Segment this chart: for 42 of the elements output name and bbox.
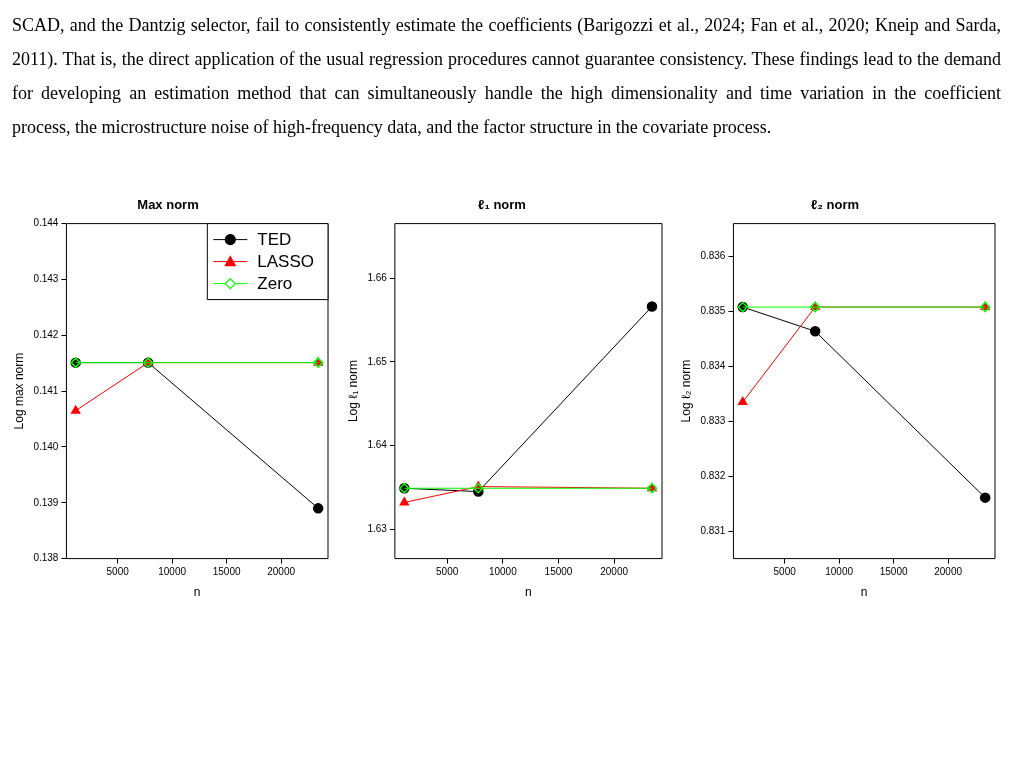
y-tick-label: 0.835 [700,305,726,317]
y-tick-label: 1.64 [366,439,387,451]
x-tick-label: 5000 [106,566,130,578]
x-tick-label: 20000 [934,566,963,578]
chart-title: Max norm [137,197,199,213]
y-axis-title: Log ℓ₁ norm [345,360,360,423]
x-axis-title: n [524,585,532,600]
chart-title: ℓ₂ norm [810,197,860,213]
y-tick-label: 0.141 [33,384,59,396]
x-tick-label: 5000 [435,566,459,578]
y-tick-label: 0.833 [700,415,726,427]
text: SCAD, and the Dantzig selector, fail to consistently estimate the coefficients (Barigozzi et al., 2024; Fan et al., 2020; Kneip and Sarda, 2011). That is, the direct application of the usual regression procedures cannot guarantee consistency. These findings lead to the demand for developing an estimation method that can simultaneously handle the high dimensionality and time variation in the coefficient process, the microstructure noise of high-frequency data, and the factor structure in the covariate process. [12,14,1001,139]
y-axis-title: Log max norm [11,352,26,430]
legend-label: Zero [257,274,293,294]
y-axis-title: Log ℓ₂ norm [678,359,693,423]
legend-label: TED [257,230,292,250]
y-tick-label: 0.139 [33,496,59,508]
y-tick-label: 0.143 [33,273,59,285]
y-tick-label: 0.834 [700,360,726,372]
x-tick-label: 10000 [158,566,187,578]
x-tick-label: 20000 [267,566,296,578]
x-tick-label: 15000 [212,566,241,578]
y-tick-label: 1.66 [366,271,387,283]
y-tick-label: 0.144 [33,217,59,229]
x-tick-label: 15000 [879,566,908,578]
x-tick-label: 20000 [599,566,628,578]
y-tick-label: 0.142 [33,329,59,341]
y-tick-label: 0.140 [33,440,59,452]
y-tick-label: 0.832 [700,469,726,481]
x-tick-label: 10000 [488,566,517,578]
x-tick-label: 5000 [773,566,797,578]
legend-label: LASSO [257,252,315,272]
x-tick-label: 10000 [825,566,854,578]
x-axis-title: n [860,585,868,600]
y-tick-label: 1.63 [366,523,387,535]
y-tick-label: 0.831 [700,524,726,536]
x-tick-label: 15000 [544,566,573,578]
x-axis-title: n [193,585,201,600]
y-tick-label: 1.65 [366,355,387,367]
chart-title: ℓ₁ norm [477,197,526,213]
y-tick-label: 0.138 [33,552,59,564]
y-tick-label: 0.836 [700,250,726,262]
